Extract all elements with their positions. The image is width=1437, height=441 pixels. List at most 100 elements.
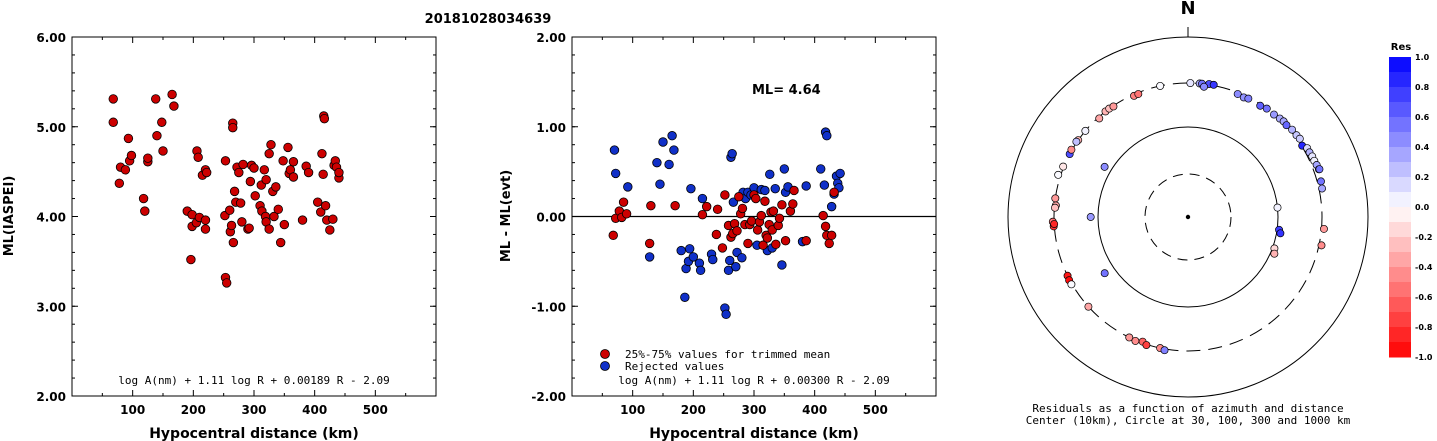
colorbar-tick-label: -0.4 [1415,263,1433,272]
data-point-rejected [655,179,665,189]
data-point [126,150,137,161]
data-point [167,89,177,100]
station-point [1244,94,1253,103]
data-point-rejected [664,159,674,170]
data-point-rejected [777,260,787,270]
station-point [1282,121,1291,130]
data-point [229,186,240,197]
colorbar-segment [1389,207,1411,223]
data-point-rejected [760,185,770,196]
station-point [1318,184,1327,193]
x-tick-label: 200 [181,403,206,417]
data-point-trimmed [826,230,837,241]
colorbar-segment [1389,297,1411,313]
station-point [1095,114,1104,123]
station-point [1081,126,1090,135]
data-point-trimmed [732,226,742,236]
data-point [201,167,212,178]
caption-line-1: Residuals as a function of azimuth and d… [1032,402,1343,415]
colorbar-segment [1389,282,1411,298]
colorbar-segment [1389,252,1411,268]
data-point [114,178,125,188]
y-tick-label: 3.00 [36,300,66,314]
x-tick-label: 400 [302,403,327,417]
x-tick-label: 300 [741,403,766,417]
station-point [1051,194,1060,203]
colorbar-segment [1389,177,1411,193]
data-point-trimmed [777,200,787,210]
station-point [1317,177,1325,186]
station-point [1134,90,1143,98]
colorbar-segment [1389,312,1411,328]
data-points [608,127,845,320]
colorbar-tick-label: 0.4 [1415,143,1430,152]
data-point [288,157,299,167]
data-point-trimmed [743,238,753,249]
data-point-trimmed [771,239,781,250]
y-tick-label: 2.00 [536,31,566,45]
station-point [1059,162,1068,171]
x-axis-label: Hypocentral distance (km) [649,426,859,441]
data-point-rejected [686,183,696,194]
legend-swatch-trimmed [600,349,610,359]
data-point-rejected [658,137,668,147]
data-point-rejected [610,168,621,179]
data-point-rejected [708,254,718,265]
colorbar-tick-label: -0.6 [1415,293,1433,302]
data-point [108,94,118,104]
data-point [226,220,237,231]
station-point [1054,170,1063,179]
data-point [279,219,290,230]
data-point [193,152,203,162]
data-point-trimmed [824,238,834,249]
data-point-trimmed [737,203,748,214]
data-point [328,214,338,224]
data-point-rejected [770,183,780,194]
x-tick-label: 100 [620,403,645,417]
data-point-rejected [623,182,633,192]
data-point-rejected [801,181,811,191]
station-point [1156,81,1165,90]
data-point [261,175,271,185]
colorbar-segment [1389,102,1411,118]
north-label: N [1180,0,1195,19]
colorbar-tick-label: -0.2 [1415,233,1433,242]
data-point [200,215,211,225]
data-point [273,204,283,215]
data-point-rejected [688,252,699,262]
axis-ticks: 100 200 300 400 500 2.00 3.00 4.00 5.00 6.00 [36,31,436,417]
data-point-rejected [725,255,735,266]
data-point [220,156,231,166]
data-point-rejected [697,193,708,204]
station-point [1086,213,1095,221]
data-point [264,148,274,159]
data-point-trimmed [820,221,831,232]
ml-value-label: ML= 4.64 [752,83,821,98]
station-point [1270,110,1278,119]
x-tick-label: 100 [120,403,145,417]
data-point [200,224,211,234]
data-point-rejected [669,145,679,155]
data-point-trimmed [788,199,798,209]
plot-frame [71,36,437,397]
colorbar-tick-label: 1.0 [1415,53,1430,62]
station-point [1295,134,1304,143]
data-point-trimmed [701,201,712,212]
colorbar-tick-label: 0.2 [1415,173,1429,182]
data-point [319,113,330,124]
data-point-trimmed [712,204,723,215]
colorbar-segment [1389,327,1411,343]
data-point [151,94,161,104]
data-point-trimmed [644,238,655,249]
data-point [245,176,256,187]
data-point [275,237,286,248]
station-point [1317,241,1326,250]
colorbar-segment [1389,57,1411,73]
data-point-trimmed [801,236,811,246]
ring-30km [1144,173,1232,261]
data-point-rejected [644,252,655,262]
data-point [108,117,118,127]
station-point [1276,229,1285,238]
data-point [259,165,270,175]
colorbar-tick-label: -0.8 [1415,323,1433,332]
